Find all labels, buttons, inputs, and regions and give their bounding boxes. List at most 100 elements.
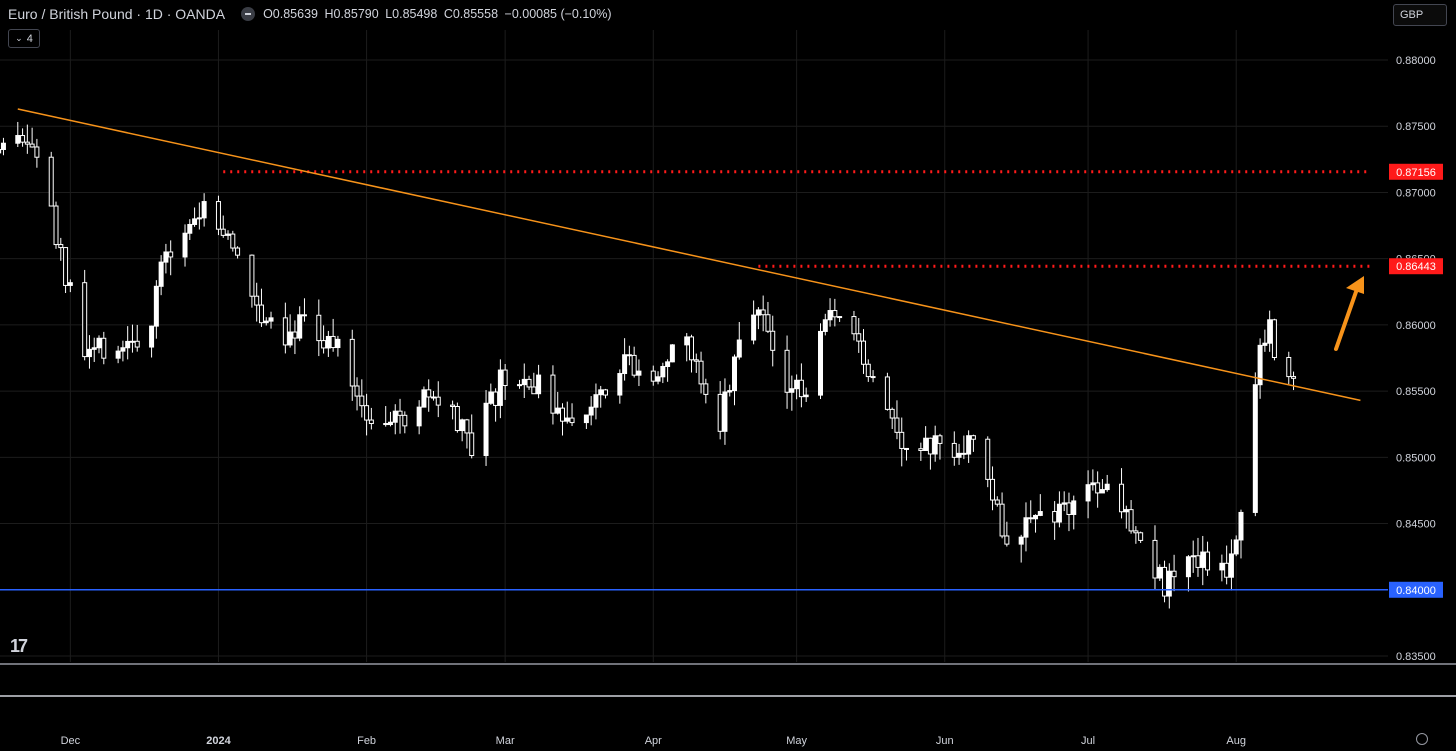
candle-body (225, 233, 231, 236)
indicators-toggle-button[interactable]: ⌄ 4 (8, 29, 40, 48)
candle (798, 363, 804, 408)
candle-body (483, 402, 489, 457)
y-tick-label: 0.87500 (1396, 121, 1436, 133)
trendline[interactable] (17, 108, 1364, 402)
candle-body (990, 478, 996, 501)
descending-trendline[interactable] (17, 108, 1361, 402)
candle-body (67, 282, 73, 286)
candle-body (1119, 483, 1125, 513)
x-tick-label: Apr (645, 735, 662, 747)
candle (1271, 318, 1277, 361)
candle (803, 387, 809, 402)
candle (1119, 468, 1125, 519)
candle (999, 492, 1005, 539)
candle (321, 325, 327, 354)
y-tick-label: 0.83500 (1396, 651, 1436, 663)
candle-body (732, 356, 738, 392)
candle-body (665, 361, 671, 368)
candle-body (951, 442, 957, 458)
horizontal-levels[interactable] (0, 170, 1388, 591)
candle-body (583, 414, 589, 424)
candle (149, 325, 155, 358)
candle (837, 316, 843, 322)
open-value: O0.85639 (263, 7, 318, 21)
candle (416, 400, 422, 435)
candle (598, 385, 604, 408)
candle-body (192, 218, 198, 225)
candle-body (220, 228, 226, 236)
candle-body (1023, 517, 1029, 538)
candle-body (125, 340, 131, 349)
x-tick-label: Aug (1226, 735, 1246, 747)
candle (818, 323, 824, 400)
candle (1061, 491, 1067, 512)
candle-body (416, 406, 422, 427)
symbol-title[interactable]: Euro / British Pound · 1D · OANDA (8, 6, 226, 22)
candle (760, 295, 766, 332)
currency-selector[interactable]: GBP (1393, 4, 1447, 26)
candle (516, 379, 522, 389)
candle (602, 388, 608, 399)
candle-body (0, 142, 6, 150)
candle (932, 425, 938, 462)
candle-body (1252, 384, 1258, 513)
candle (20, 128, 26, 147)
candle (1033, 514, 1039, 533)
x-tick-label: Mar (496, 735, 515, 747)
candle-body (1238, 511, 1244, 541)
candle (254, 282, 260, 322)
candle (0, 137, 6, 156)
candle-body (1157, 566, 1163, 579)
candle-body (516, 384, 522, 387)
candle (1152, 525, 1158, 590)
candle (861, 329, 867, 374)
candle-body (1052, 511, 1058, 523)
candle-body (602, 389, 608, 396)
candle (717, 381, 723, 440)
settings-gear-icon[interactable] (1416, 733, 1428, 745)
candle (192, 207, 198, 227)
candle-body (559, 407, 565, 422)
candle-body (1138, 532, 1144, 541)
visibility-toggle-icon[interactable] (241, 7, 256, 21)
candle-body (798, 379, 804, 398)
candle-body (521, 378, 527, 386)
candle-body (1200, 551, 1206, 568)
candle (335, 335, 341, 357)
candle (923, 426, 929, 451)
candle (134, 324, 140, 352)
candle-body (650, 370, 656, 382)
candle (994, 496, 1000, 507)
candle (1257, 338, 1263, 399)
candle-body (392, 410, 398, 423)
candle (464, 418, 470, 449)
candle-body (994, 499, 1000, 505)
candle (1157, 564, 1163, 581)
candle-body (493, 391, 499, 406)
candle-body (0, 148, 2, 154)
candle-body (215, 201, 221, 230)
candle (531, 372, 537, 395)
candle (1233, 535, 1239, 557)
candle-body (865, 363, 871, 378)
candle (168, 240, 174, 276)
candle (569, 403, 575, 427)
candle-body (268, 317, 274, 322)
support-price-tag (1389, 581, 1443, 598)
candle (96, 335, 102, 354)
y-tick-label: 0.87000 (1396, 187, 1436, 199)
tradingview-logo-icon[interactable]: 17 (10, 636, 28, 656)
level-price-label: 0.87156 (1396, 167, 1436, 179)
candle-body (1037, 511, 1043, 516)
candle-body (426, 389, 432, 398)
candle (220, 215, 226, 238)
candle-body (1190, 555, 1196, 558)
candle (163, 243, 169, 274)
candle-body (464, 419, 470, 434)
candle (918, 442, 924, 461)
y-tick-label: 0.86000 (1396, 320, 1436, 332)
breakout-arrow-icon[interactable] (1334, 276, 1364, 351)
candle (684, 333, 690, 362)
candle-body (555, 407, 561, 414)
